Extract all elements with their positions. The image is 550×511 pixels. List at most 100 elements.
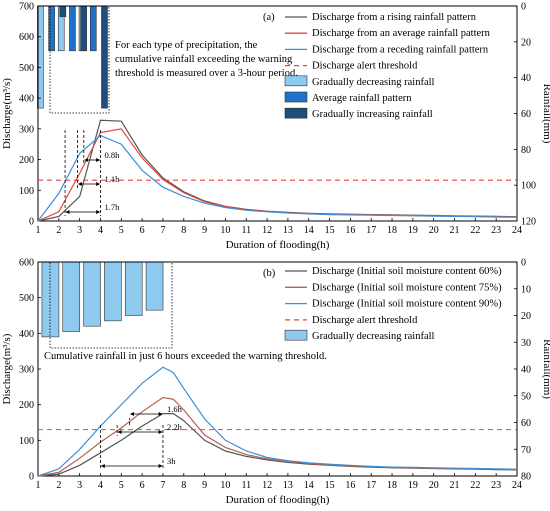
y2-tick-label: 80	[521, 472, 531, 483]
y2-tick-label: 70	[521, 445, 531, 456]
y-tick-label: 600	[19, 258, 34, 269]
x-tick-label: 4	[98, 225, 103, 236]
x-tick-label: 15	[325, 225, 335, 236]
legend-swatch	[284, 75, 308, 87]
panel-b: 1 2 3 4 5 6 7 8 9 10 11 12 13 14 15 16 17 18 19 20 21 22 23 240…	[1, 258, 550, 507]
legend-label: Gradually decreasing rainfall	[312, 77, 435, 88]
y2-tick-label: 30	[521, 338, 531, 349]
y2-tick-label: 10	[521, 284, 531, 295]
x-tick-label: 17	[366, 480, 376, 491]
x-tick-label: 5	[119, 225, 124, 236]
x-tick-label: 14	[304, 225, 314, 236]
series-line	[37, 396, 518, 477]
y2-tick-label: 20	[521, 311, 531, 322]
rainfall-bar	[59, 5, 67, 18]
marker-label: 2.2h	[167, 422, 183, 432]
rainfall-bar	[80, 5, 87, 52]
y-tick-label: 400	[19, 329, 34, 340]
legend-label: Average rainfall pattern	[312, 93, 412, 104]
legend-swatch	[284, 107, 308, 119]
x-tick-label: 23	[491, 225, 501, 236]
x-tick-label: 10	[220, 225, 230, 236]
x-tick-label: 13	[283, 480, 293, 491]
x-tick-label: 12	[262, 480, 272, 491]
x-tick-label: 1	[36, 225, 41, 236]
x-axis-label: Duration of flooding(h)	[226, 494, 330, 506]
panel-label: (b)	[263, 268, 276, 279]
rainfall-bar	[89, 5, 97, 52]
x-tick-label: 9	[202, 225, 207, 236]
x-tick-label: 19	[408, 225, 418, 236]
y2-axis-label: Rainfall(mm)	[541, 84, 550, 144]
x-tick-label: 11	[241, 225, 251, 236]
x-tick-label: 14	[304, 480, 314, 491]
y2-tick-label: 50	[521, 391, 531, 402]
legend-label: Discharge alert threshold	[312, 61, 418, 72]
x-tick-label: 3	[77, 480, 82, 491]
legend-swatch	[284, 91, 308, 103]
x-tick-label: 6	[140, 480, 145, 491]
y-tick-label: 100	[19, 436, 34, 447]
y-tick-label: 100	[19, 186, 34, 197]
legend-label: Discharge from a rising rainfall pattern	[312, 12, 477, 23]
y2-tick-label: 40	[521, 365, 531, 376]
rainfall-bar	[69, 5, 76, 52]
annotation-line: threshold is measured over a 3-hour peri…	[115, 68, 298, 79]
series-line	[37, 413, 518, 477]
y2-tick-label: 60	[521, 418, 531, 429]
x-tick-label: 2	[56, 225, 61, 236]
x-tick-label: 16	[345, 480, 355, 491]
series-line	[37, 366, 518, 477]
rainfall-bar	[41, 261, 60, 338]
y-tick-label: 500	[19, 63, 34, 74]
y2-tick-label: 40	[521, 73, 531, 84]
y-axis-label: Discharge(m³/s)	[1, 333, 13, 404]
x-tick-label: 18	[387, 225, 397, 236]
x-tick-label: 9	[202, 480, 207, 491]
x-tick-label: 21	[450, 480, 460, 491]
legend-label: Discharge (Initial soil moisture content…	[312, 266, 502, 277]
y2-tick-label: 100	[521, 181, 536, 192]
y-tick-label: 200	[19, 400, 34, 411]
marker-label: 3h	[167, 456, 176, 466]
x-tick-label: 5	[119, 480, 124, 491]
x-tick-label: 2	[56, 480, 61, 491]
legend-label: Discharge (Initial soil moisture content…	[312, 282, 502, 293]
x-tick-label: 21	[450, 225, 460, 236]
annotation-line: cumulative rainfall exceeding the warnin…	[115, 54, 293, 65]
x-tick-label: 8	[181, 225, 186, 236]
x-tick-label: 18	[387, 480, 397, 491]
legend-label: Discharge alert threshold	[312, 315, 418, 326]
x-tick-label: 16	[345, 225, 355, 236]
marker-label: 0.8h	[104, 150, 120, 160]
x-tick-label: 7	[160, 480, 165, 491]
x-tick-label: 10	[220, 480, 230, 491]
x-tick-label: 3	[77, 225, 82, 236]
rainfall-bar	[145, 261, 164, 311]
legend-label: Gradually decreasing rainfall	[312, 331, 435, 342]
y-tick-label: 0	[29, 472, 34, 483]
y2-tick-label: 120	[521, 217, 536, 228]
x-tick-label: 8	[181, 480, 186, 491]
x-tick-label: 1	[36, 480, 41, 491]
x-tick-label: 11	[241, 480, 251, 491]
y-axis-label: Discharge(m³/s)	[1, 78, 13, 149]
legend-label: Gradually increasing rainfall	[312, 109, 433, 120]
annotation-line: Cumulative rainfall in just 6 hours exce…	[44, 351, 327, 362]
x-tick-label: 22	[470, 480, 480, 491]
marker-label: 1.6h	[167, 404, 183, 414]
y2-tick-label: 60	[521, 109, 531, 120]
y2-tick-label: 0	[521, 258, 526, 269]
x-tick-label: 20	[429, 225, 439, 236]
y-tick-label: 700	[19, 2, 34, 13]
y-tick-label: 0	[29, 217, 34, 228]
x-tick-label: 4	[98, 480, 103, 491]
rainfall-bar	[101, 5, 108, 109]
x-tick-label: 17	[366, 225, 376, 236]
rainfall-bar	[124, 261, 143, 316]
x-tick-label: 15	[325, 480, 335, 491]
y-tick-label: 300	[19, 365, 34, 376]
legend-swatch	[284, 329, 308, 341]
y-tick-label: 500	[19, 293, 34, 304]
x-tick-label: 24	[512, 480, 522, 491]
